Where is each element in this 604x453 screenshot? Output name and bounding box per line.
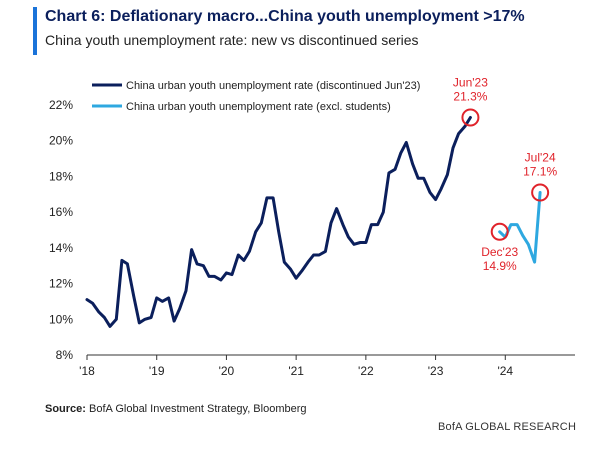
source-note: Source: BofA Global Investment Strategy,…	[45, 403, 307, 415]
y-tick-label: 18%	[49, 169, 73, 183]
x-tick-label: '18	[79, 364, 95, 378]
annotation-date: Jun'23	[453, 76, 488, 90]
annotation-date: Dec'23	[481, 245, 518, 259]
y-tick-label: 8%	[56, 348, 74, 362]
annotation-value: 21.3%	[453, 90, 487, 104]
x-tick-label: '21	[288, 364, 304, 378]
annotation-date: Jul'24	[525, 151, 556, 165]
x-tick-label: '22	[358, 364, 374, 378]
annotation-value: 17.1%	[523, 165, 557, 179]
chart-title: Chart 6: Deflationary macro...China yout…	[45, 8, 525, 25]
y-tick-label: 16%	[49, 205, 73, 219]
branding: BofA GLOBAL RESEARCH	[438, 421, 577, 433]
y-tick-label: 20%	[49, 134, 73, 148]
title-accent-bar	[33, 7, 37, 55]
x-tick-label: '23	[428, 364, 444, 378]
x-tick-label: '19	[149, 364, 165, 378]
legend-label: China urban youth unemployment rate (exc…	[126, 101, 391, 113]
annotation-circle	[461, 108, 480, 127]
y-tick-label: 12%	[49, 277, 73, 291]
chart-subtitle: China youth unemployment rate: new vs di…	[45, 32, 419, 48]
legend-label: China urban youth unemployment rate (dis…	[126, 80, 420, 92]
y-tick-label: 22%	[49, 98, 73, 112]
annotation-value: 14.9%	[483, 259, 517, 273]
source-text: BofA Global Investment Strategy, Bloombe…	[89, 403, 307, 415]
annotation-circle	[490, 222, 509, 241]
x-tick-label: '24	[497, 364, 513, 378]
series-line	[85, 116, 472, 328]
y-tick-label: 10%	[49, 312, 73, 326]
annotation-circle	[531, 183, 550, 202]
source-label: Source:	[45, 403, 86, 415]
x-tick-label: '20	[219, 364, 235, 378]
y-tick-label: 14%	[49, 241, 73, 255]
